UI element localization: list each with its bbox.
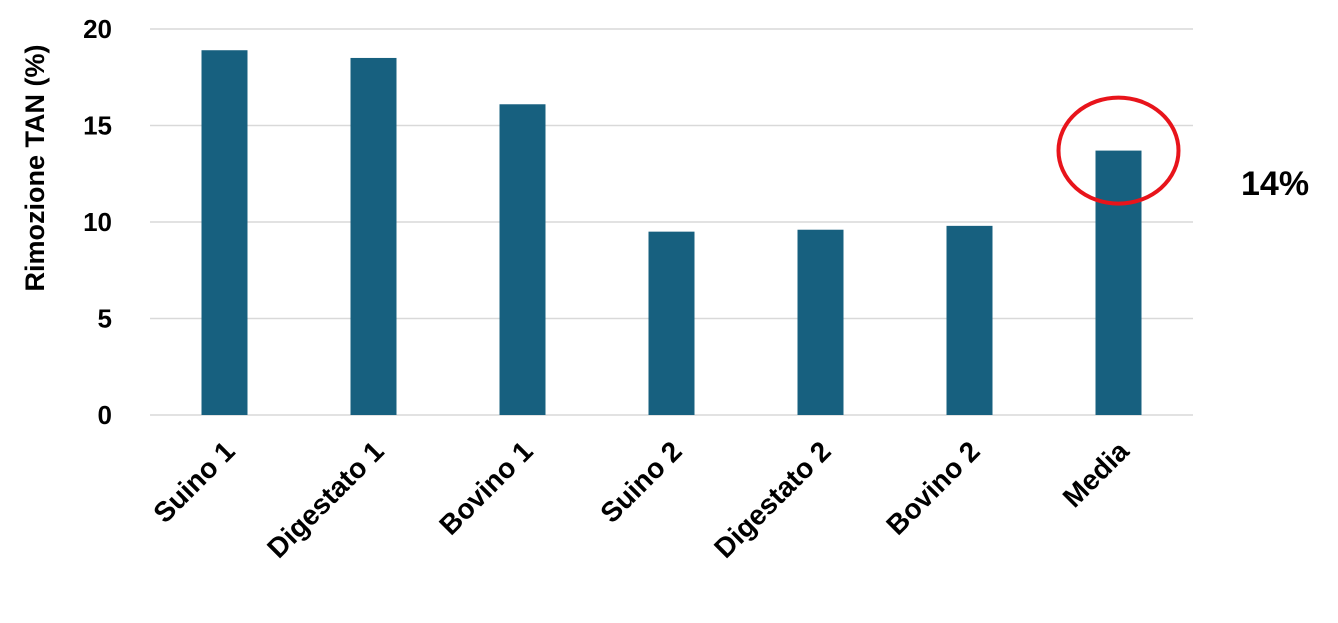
x-category-label: Bovino 2 — [880, 435, 986, 541]
x-category-label: Digestato 1 — [261, 435, 390, 564]
x-category-labels: Suino 1 Digestato 1 Bovino 1 Suino 2 Digesta… — [147, 435, 1135, 564]
y-tick-labels: 0 5 10 15 20 — [83, 14, 112, 430]
y-tick-label: 15 — [83, 111, 112, 141]
bar-bovino-1 — [499, 104, 546, 416]
highlight-annotation: 14% — [1056, 95, 1309, 206]
x-category-label: Digestato 2 — [708, 435, 837, 564]
bar-media — [1095, 150, 1142, 415]
y-tick-label: 20 — [83, 14, 112, 44]
gridlines — [150, 28, 1193, 416]
x-category-label: Suino 2 — [594, 435, 687, 528]
x-category-label: Bovino 1 — [433, 435, 539, 541]
y-axis-title: Rimozione TAN (%) — [20, 45, 50, 292]
y-tick-label: 0 — [98, 400, 112, 430]
bar-suino-1 — [201, 50, 248, 415]
y-tick-label: 10 — [83, 207, 112, 237]
bar-digestato-1 — [350, 57, 397, 415]
bars — [201, 50, 1142, 416]
y-tick-label: 5 — [98, 304, 112, 334]
highlight-value-label: 14% — [1241, 165, 1309, 203]
bar-suino-2 — [648, 231, 695, 415]
x-category-label: Media — [1057, 435, 1135, 513]
highlight-circle — [1056, 95, 1181, 206]
bar-bovino-2 — [946, 225, 993, 415]
x-category-label: Suino 1 — [147, 435, 240, 528]
bar-digestato-2 — [797, 229, 844, 415]
